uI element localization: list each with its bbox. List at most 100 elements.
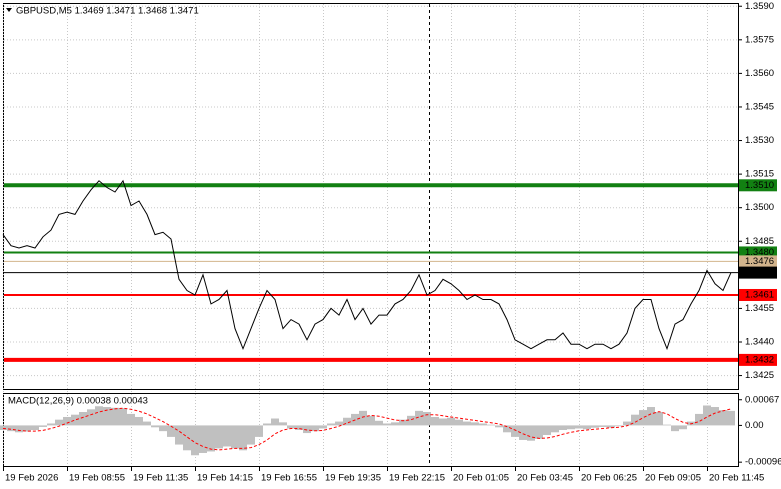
y-tick-label: -0.00096 — [745, 457, 781, 468]
macd-bar — [423, 412, 431, 426]
macd-bar — [303, 425, 311, 434]
y-tick-label: 1.3425 — [745, 370, 774, 381]
macd-bar — [127, 413, 135, 426]
level-label: 1.3471 — [745, 267, 774, 278]
macd-bar — [455, 419, 463, 426]
level-label-bg — [739, 288, 777, 301]
macd-bar — [383, 423, 391, 426]
macd-bar — [103, 407, 111, 426]
macd-bar — [639, 410, 647, 426]
macd-bar — [111, 407, 119, 426]
macd-bar — [575, 425, 583, 429]
y-tick-label: 1.3440 — [745, 337, 774, 348]
macd-bar — [0, 425, 7, 430]
macd-bar — [655, 412, 663, 426]
level-label: 1.3432 — [745, 354, 774, 365]
macd-bar — [143, 421, 151, 426]
macd-bar — [495, 425, 503, 428]
macd-bar — [511, 425, 519, 437]
signal-line — [2, 407, 732, 451]
macd-bar — [535, 425, 543, 439]
macd-bar — [311, 425, 319, 432]
macd-bar — [551, 425, 559, 433]
price-line — [2, 179, 732, 351]
macd-bar — [615, 425, 623, 427]
macd-bar — [159, 425, 167, 432]
x-tick-label: 20 Feb 11:45 — [709, 473, 764, 484]
level-label: 1.3461 — [745, 290, 774, 301]
level-label: 1.3476 — [745, 256, 774, 267]
macd-bar — [463, 421, 471, 426]
macd-bar — [447, 417, 455, 426]
macd-bar — [663, 424, 671, 426]
macd-bar — [399, 419, 407, 426]
macd-bar — [167, 425, 175, 437]
macd-bar — [239, 425, 247, 451]
x-tick-label: 19 Feb 14:15 — [197, 473, 253, 484]
level-label: 1.3510 — [745, 180, 774, 191]
macd-bar — [63, 416, 71, 426]
macd-title: MACD(12,26,9) 0.00038 0.00043 — [8, 396, 148, 407]
macd-bar — [695, 413, 703, 426]
macd-bar — [607, 425, 615, 428]
macd-bar — [519, 425, 527, 440]
macd-bar — [191, 425, 199, 456]
macd-bar — [223, 425, 231, 447]
macd-bar — [719, 410, 727, 426]
macd-bar — [23, 425, 31, 432]
macd-bar — [711, 407, 719, 426]
macd-bar — [215, 425, 223, 449]
macd-bar — [7, 425, 15, 432]
x-tick-label: 19 Feb 08:55 — [69, 473, 125, 484]
y-tick-label: 1.3485 — [745, 236, 774, 247]
macd-bar — [431, 416, 439, 426]
macd-bar — [647, 407, 655, 426]
chart-title: GBPUSD,M5 1.3469 1.3471 1.3468 1.3471 — [16, 6, 199, 17]
macd-bar — [407, 415, 415, 426]
macd-bar — [31, 425, 39, 430]
macd-bar — [47, 423, 55, 426]
macd-bar — [367, 415, 375, 426]
macd-bar — [319, 425, 327, 429]
y-tick-label: 1.3530 — [745, 135, 774, 146]
macd-bar — [527, 425, 535, 441]
x-tick-label: 19 Feb 19:35 — [325, 473, 381, 484]
x-tick-label: 20 Feb 01:05 — [453, 473, 509, 484]
macd-bar — [287, 425, 295, 429]
level-label-bg — [739, 255, 777, 268]
macd-bar — [199, 425, 207, 453]
macd-bar — [391, 422, 399, 426]
y-tick-label: 1.3500 — [745, 202, 774, 213]
y-tick-label: 1.3560 — [745, 68, 774, 79]
macd-bar — [415, 410, 423, 426]
y-tick-label: 1.3590 — [745, 1, 774, 12]
macd-bar — [679, 425, 687, 430]
macd-bar — [583, 425, 591, 430]
macd-bar — [79, 412, 87, 426]
macd-bar — [359, 410, 367, 426]
macd-bar — [295, 425, 303, 430]
macd-bar — [623, 421, 631, 426]
macd-bar — [559, 425, 567, 430]
level-label: 1.3480 — [745, 247, 774, 258]
level-label-bg — [739, 353, 777, 366]
macd-bar — [263, 423, 271, 426]
macd-bar — [87, 409, 95, 426]
macd-bar — [255, 425, 263, 437]
macd-bar — [175, 425, 183, 445]
macd-bar — [375, 420, 383, 426]
x-tick-label: 19 Feb 2026 — [5, 473, 58, 484]
x-tick-label: 19 Feb 22:15 — [389, 473, 445, 484]
macd-bar — [591, 425, 599, 428]
macd-bar — [439, 418, 447, 426]
x-tick-label: 20 Feb 06:25 — [581, 473, 637, 484]
macd-bar — [247, 425, 255, 445]
macd-bar — [599, 425, 607, 427]
level-label-bg — [739, 266, 777, 279]
macd-bar — [727, 410, 735, 426]
macd-bar — [543, 425, 551, 435]
macd-bar — [279, 422, 287, 426]
macd-bar — [151, 425, 159, 428]
macd-bar — [183, 425, 191, 451]
macd-bar — [631, 414, 639, 426]
